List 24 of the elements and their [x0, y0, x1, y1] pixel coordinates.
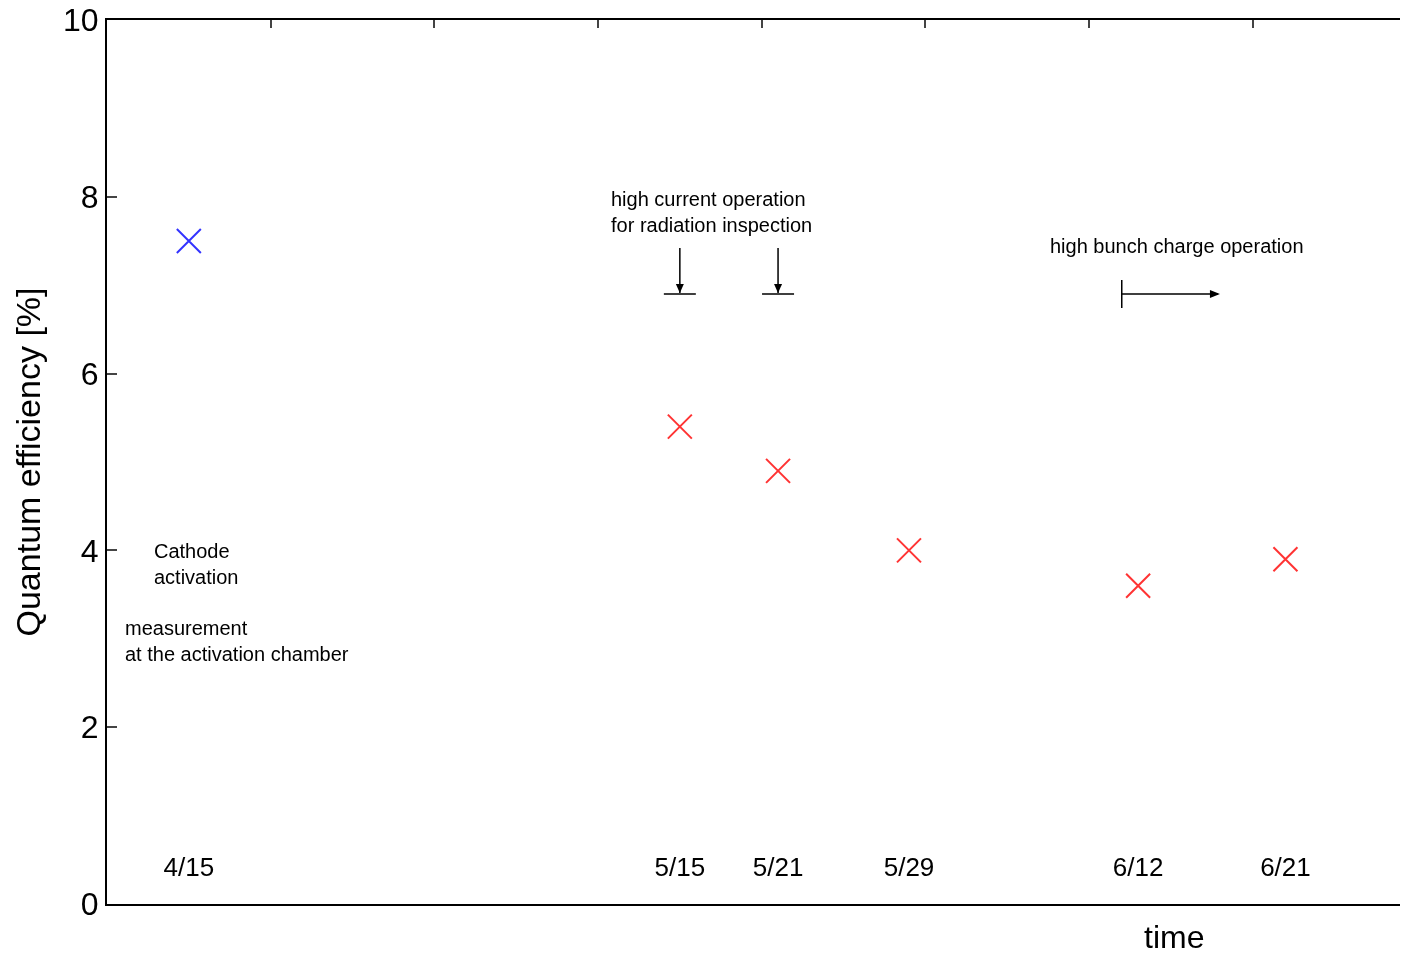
point: [666, 413, 693, 440]
annotation: Cathode activation: [154, 540, 239, 588]
annotation: high bunch charge operation: [1050, 235, 1304, 257]
y-tick-label: 4: [80, 532, 99, 569]
y-tick-label: 10: [63, 2, 99, 39]
y-tick-label: 0: [80, 886, 99, 923]
x-tick-label: 4/15: [163, 852, 215, 883]
y-tick-label: 6: [80, 355, 99, 392]
point: [1125, 572, 1152, 599]
x-tick-label: 6/21: [1260, 852, 1311, 883]
point: [765, 457, 792, 484]
point: [1272, 546, 1299, 573]
x-tick-label: 5/29: [883, 852, 935, 883]
x-tick-label: 5/15: [654, 852, 706, 883]
x-tick-label: 5/21: [752, 852, 804, 883]
annotation: measurement at the activation chamber: [125, 617, 349, 665]
y-tick-label: 2: [80, 709, 99, 746]
x-axis-title: time: [1144, 919, 1205, 955]
point: [895, 537, 922, 564]
y-tick-label: 8: [80, 179, 99, 215]
y-axis-title: Quantum efficiency [%]: [9, 287, 48, 637]
annotation: high current operation for radiation inspection: [611, 188, 813, 236]
point: [175, 228, 202, 254]
x-tick-label: 6/12: [1112, 852, 1164, 883]
